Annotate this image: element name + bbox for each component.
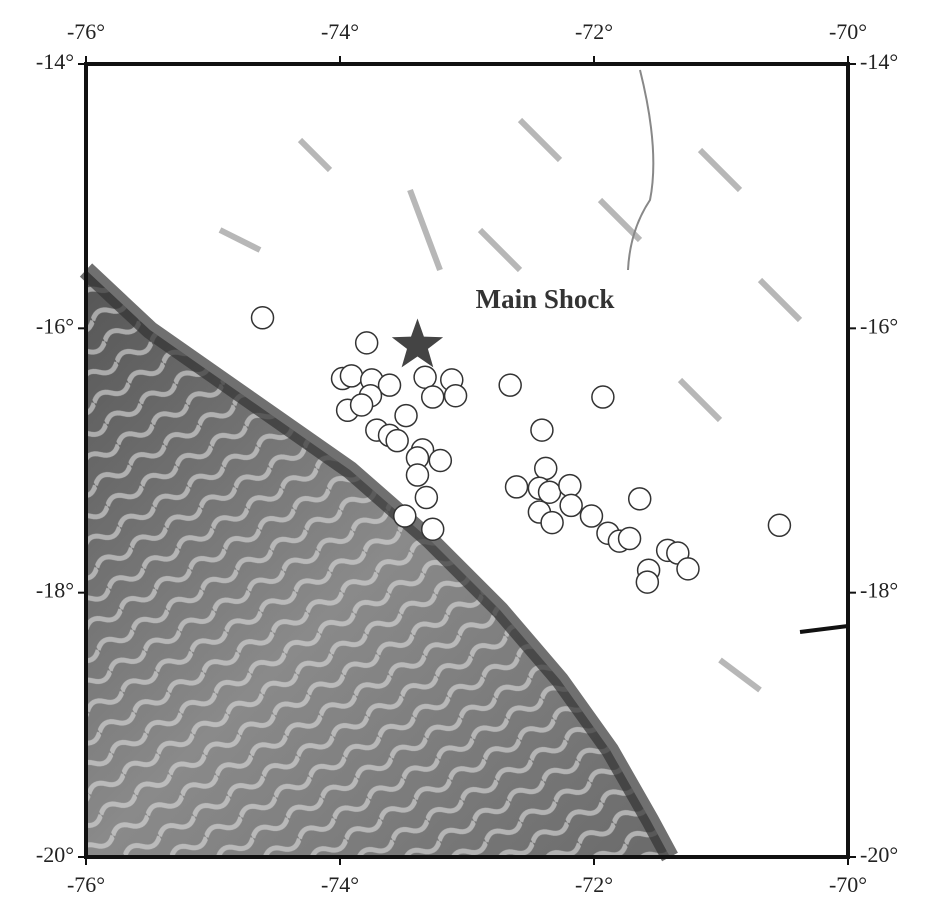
aftershock bbox=[592, 386, 614, 408]
aftershock bbox=[619, 527, 641, 549]
aftershock bbox=[429, 450, 451, 472]
aftershock bbox=[636, 571, 658, 593]
aftershock bbox=[415, 487, 437, 509]
main-shock bbox=[392, 319, 443, 368]
aftershock bbox=[386, 430, 408, 452]
aftershock bbox=[406, 464, 428, 486]
x-tick-label: -76° bbox=[67, 19, 105, 44]
aftershock bbox=[541, 512, 563, 534]
aftershock bbox=[559, 475, 581, 497]
x-tick-label: -70° bbox=[829, 19, 867, 44]
x-tick-label: -70° bbox=[829, 872, 867, 897]
aftershock bbox=[560, 494, 582, 516]
x-tick-label: -72° bbox=[575, 872, 613, 897]
aftershock bbox=[445, 385, 467, 407]
y-tick-label: -18° bbox=[860, 578, 898, 603]
aftershock bbox=[414, 366, 436, 388]
page: {"chart_data": {"type": "scatter", "xlim… bbox=[0, 0, 928, 914]
aftershock bbox=[351, 394, 373, 416]
aftershock bbox=[531, 419, 553, 441]
aftershock bbox=[422, 518, 444, 540]
aftershock bbox=[629, 488, 651, 510]
x-tick-label: -74° bbox=[321, 872, 359, 897]
terrain bbox=[86, 70, 848, 857]
aftershock bbox=[535, 457, 557, 479]
aftershock bbox=[499, 374, 521, 396]
aftershock bbox=[506, 476, 528, 498]
aftershock bbox=[394, 505, 416, 527]
annotation: Main Shock bbox=[476, 284, 615, 314]
aftershock bbox=[768, 514, 790, 536]
aftershock bbox=[340, 365, 362, 387]
x-tick-label: -72° bbox=[575, 19, 613, 44]
y-tick-label: -14° bbox=[860, 49, 898, 74]
aftershock bbox=[677, 558, 699, 580]
y-tick-label: -20° bbox=[860, 842, 898, 867]
y-tick-label: -16° bbox=[36, 313, 74, 338]
x-tick-label: -74° bbox=[321, 19, 359, 44]
aftershock bbox=[580, 505, 602, 527]
y-tick-label: -14° bbox=[36, 49, 74, 74]
x-tick-label: -76° bbox=[67, 872, 105, 897]
aftershock bbox=[422, 386, 444, 408]
aftershock bbox=[252, 307, 274, 329]
aftershock bbox=[395, 405, 417, 427]
y-tick-label: -16° bbox=[860, 313, 898, 338]
aftershock bbox=[356, 332, 378, 354]
y-tick-label: -18° bbox=[36, 578, 74, 603]
aftershock bbox=[539, 481, 561, 503]
y-tick-label: -20° bbox=[36, 842, 74, 867]
map: Main Shock -76° -76° -74° -74° -72° -72° -70° -… bbox=[0, 0, 928, 909]
